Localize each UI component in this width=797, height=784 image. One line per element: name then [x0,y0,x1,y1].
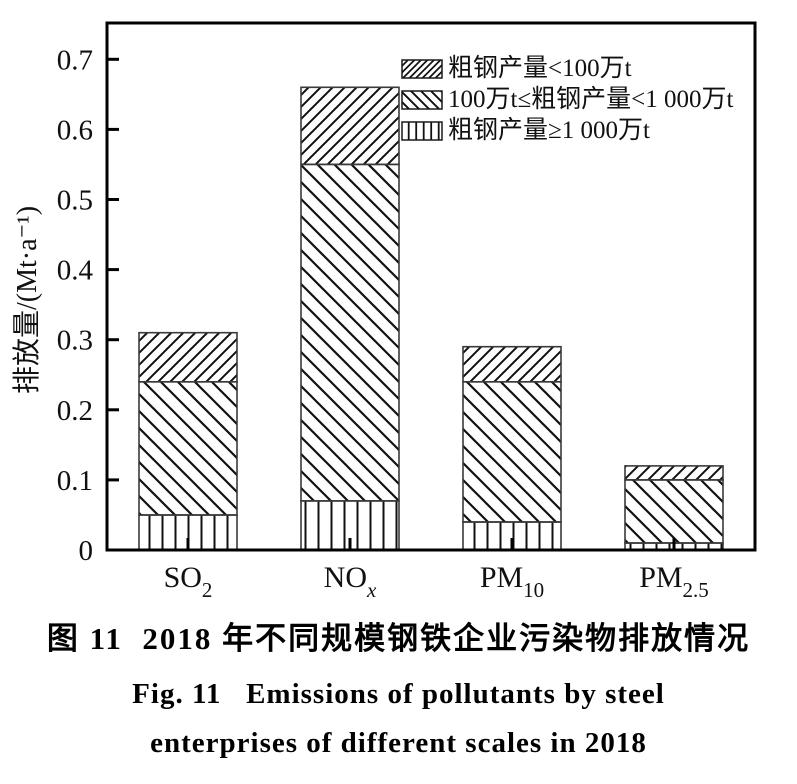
y-tick-label: 0.2 [57,395,93,427]
x-category-label-PM10: PM10 [480,561,544,600]
x-category-label-NOx: NOx [324,561,377,600]
legend-label-0: 粗钢产量<100万t [448,54,632,82]
axes-layer: 0 0.1 0.2 0.3 0.4 0.5 0.6 0.7 SO2 NOx PM10 PM2.5 排放量… [11,21,757,600]
x-category-label-SO2: SO2 [164,561,213,600]
legend-swatch-diag-down-icon [401,90,443,110]
bar-segment-NOx-diag-down [300,163,400,502]
bar-segment-PM10-diag-up [462,345,562,383]
bar-segment-PM2.5-diag-up [624,465,724,481]
y-tick-label: 0.1 [57,465,93,497]
y-tick-label: 0 [79,535,94,567]
y-tick-label: 0.4 [57,255,94,287]
legend-swatch-diag-up-icon [401,59,443,79]
y-tick-label: 0.7 [57,44,93,76]
figure-caption-en-line2: enterprises of different scales in 2018 [150,727,647,759]
y-axis-title: 排放量/(Mt·a⁻¹) [11,206,43,394]
x-category-label-PM2.5: PM2.5 [639,561,709,600]
bars-layer [138,86,724,551]
y-tick-label: 0.3 [57,325,93,357]
stacked-bar-chart: 0 0.1 0.2 0.3 0.4 0.5 0.6 0.7 SO2 NOx PM10 PM2.5 排放量… [11,21,757,600]
figure-caption-en-line1: Fig. 11 Emissions of pollutants by steel [132,678,665,710]
legend-label-1: 100万t≤粗钢产量<1 000万t [448,85,734,113]
bar-segment-PM10-diag-down [462,380,562,523]
y-tick-label: 0.5 [57,185,93,217]
legend: 粗钢产量<100万t 100万t≤粗钢产量<1 000万t 粗钢产量≥1 000万t [401,54,734,144]
figure-caption-zh: 图 11 2018 年不同规模钢铁企业污染物排放情况 [46,621,751,656]
y-tick-label: 0.6 [57,114,93,146]
bar-segment-SO2-diag-up [138,331,238,383]
legend-label-2: 粗钢产量≥1 000万t [448,116,650,144]
bar-segment-SO2-diag-down [138,380,238,516]
plot-frame [105,21,757,552]
bar-segment-PM2.5-diag-down [624,479,724,544]
bar-segment-NOx-diag-up [300,86,400,166]
legend-swatch-vertical-icon [401,121,443,141]
